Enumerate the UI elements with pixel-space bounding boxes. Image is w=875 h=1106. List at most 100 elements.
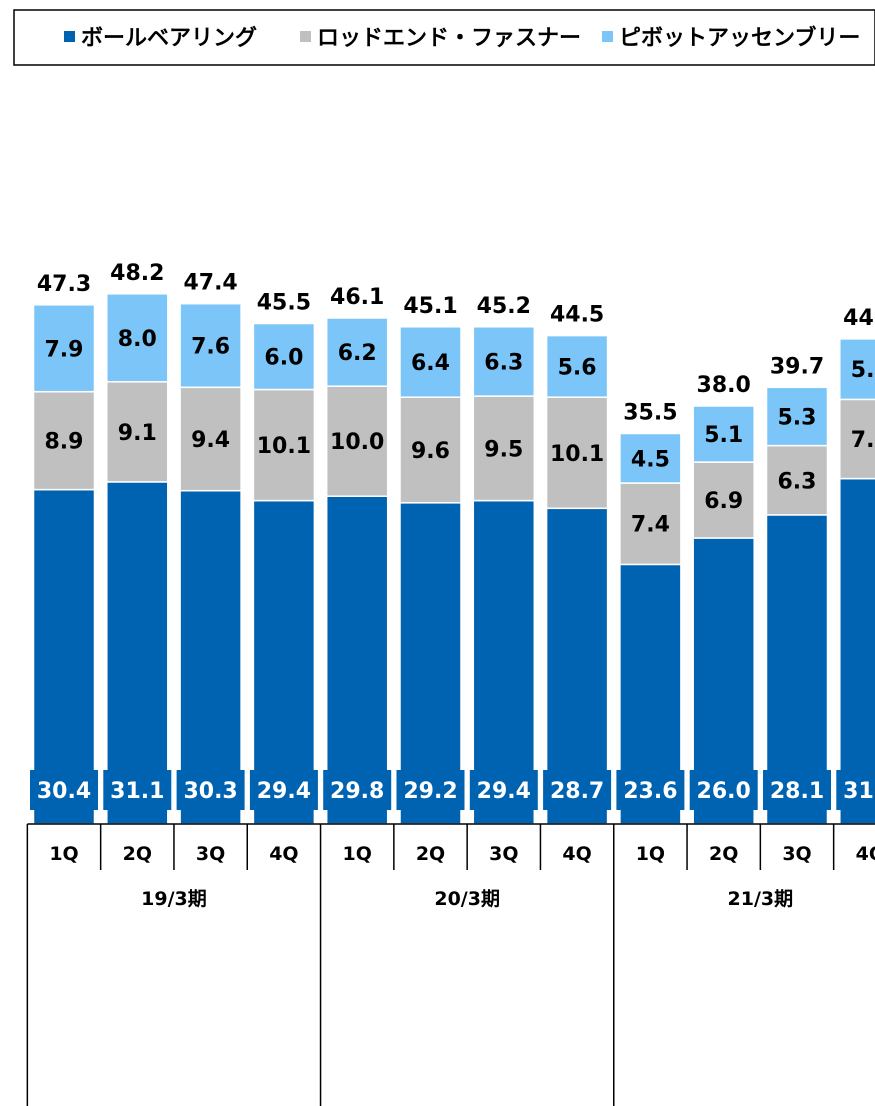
segment-value-label: 28.1 [770,779,824,804]
total-value-label: 38.0 [697,373,751,398]
segment-value-label: 6.9 [704,489,743,514]
segment-value-label: 29.8 [330,779,384,804]
bar-segment [179,302,242,389]
segment-value-label: 9.1 [118,421,157,446]
segment-value-label: 29.4 [257,779,311,804]
x-tick-label: 1Q [636,843,665,865]
x-tick-label: 4Q [562,843,591,865]
segment-value-label: 5.1 [704,423,743,448]
legend-label: ロッドエンド・ファスナー [317,26,581,51]
segment-value-label: 10.1 [550,442,604,467]
bars [32,293,875,825]
value-label-box [543,770,612,810]
total-value-label: 44.1 [843,306,875,331]
segment-value-label: 7.4 [631,513,670,538]
x-tick-label: 1Q [49,843,78,865]
segment-value-label: 29.4 [477,779,531,804]
x-tick-label: 3Q [782,843,811,865]
x-tick-label: 3Q [489,843,518,865]
segment-value-label: 31.1 [110,779,164,804]
value-label-box [30,770,98,810]
bar-segment [106,481,169,825]
bar-segment [252,388,316,502]
legend-box [13,9,875,66]
x-axis: 1Q 2Q 3Q 4Q 1Q 2Q 3Q 4Q 1Q 2Q 3Q 4Q 19/3期 20/3期 21/3期 [26,823,875,1106]
segment-value-label: 30.3 [183,779,237,804]
value-label-box [249,770,318,810]
segment-value-label: 31.4 [843,779,875,804]
segment-value-label: 6.4 [411,351,450,376]
segment-value-label: 7.9 [45,337,84,362]
total-value-label: 45.1 [403,294,457,319]
x-tick-label: 4Q [856,843,875,865]
bar-segment [619,432,682,484]
total-value-label: 44.5 [550,303,604,328]
bar-segment [545,334,609,398]
value-label-box [396,770,465,810]
segment-value-label: 4.5 [631,447,670,472]
segment-value-label: 8.9 [45,430,84,455]
bar-segment [252,322,316,391]
value-label-box [836,770,875,810]
x-group-label: 20/3期 [434,888,500,910]
bar-segment [179,386,242,492]
x-tick-label: 1Q [343,843,372,865]
segment-value-label: 7.2 [851,428,875,453]
x-group-label: 19/3期 [141,888,207,910]
bar-segment [692,405,755,463]
total-value-label: 47.4 [183,271,237,296]
value-label-box [616,770,685,810]
segment-value-label: 10.0 [330,430,384,455]
bar-segment [619,482,682,566]
legend-swatch [300,31,311,42]
x-tick-label: 3Q [196,843,225,865]
segment-value-label: 28.7 [550,779,604,804]
segment-value-label: 30.4 [37,779,91,804]
segment-value-label: 26.0 [697,779,751,804]
segment-value-label: 8.0 [118,327,157,352]
bar-segment [399,396,462,504]
segment-value-label: 6.3 [484,350,523,375]
x-tick-label: 2Q [709,843,738,865]
x-tick-label: 2Q [416,843,445,865]
bar-segment [399,326,462,398]
segment-value-label: 7.6 [191,335,230,360]
segment-value-label: 9.5 [484,437,523,462]
legend-swatch [602,31,613,42]
bar-segment [32,488,96,825]
total-value-label: 46.1 [330,285,384,310]
value-label-box [469,770,538,810]
segment-value-label: 5.3 [778,405,817,430]
segment-value-label: 5.6 [558,355,597,380]
segment-value-label: 29.2 [403,779,457,804]
segment-value-label: 6.2 [338,341,377,366]
x-group-label: 21/3期 [728,888,794,910]
total-value-label: 48.2 [110,261,164,286]
value-label-box [176,770,245,810]
bar-segment [472,395,536,502]
value-label-box [689,770,758,810]
total-value-label: 45.5 [257,291,311,316]
segment-value-label: 9.6 [411,439,450,464]
total-value-label: 47.3 [37,272,91,297]
bar-segment [472,326,536,397]
total-value-label: 45.2 [477,294,531,319]
bar-segment [106,293,169,383]
segment-value-label: 6.3 [778,469,817,494]
segment-value-label: 23.6 [623,779,677,804]
value-label-box [763,770,831,810]
total-value-label: 39.7 [770,354,824,379]
legend-label: ピボットアッセンブリー [619,25,860,51]
segment-value-label: 9.4 [191,428,230,453]
legend-label: ボールベアリング [81,25,257,51]
segment-value-label: 10.1 [257,434,311,459]
bar-segment [32,390,96,491]
bar-segment [32,304,96,393]
bar-segment [106,381,169,483]
bar-segment [325,317,389,387]
total-value-label: 35.5 [623,401,677,426]
bar-segment [765,386,829,447]
bar-segment [839,338,875,401]
legend-swatch [64,31,75,42]
